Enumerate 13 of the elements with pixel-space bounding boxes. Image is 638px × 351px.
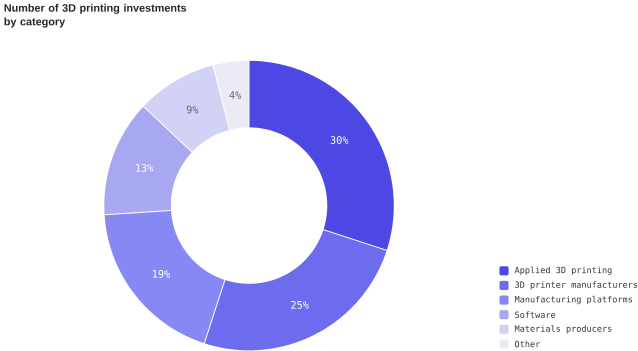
legend-label: Manufacturing platforms <box>514 296 632 304</box>
data-label: 13% <box>136 164 154 172</box>
legend-label: Applied 3D printing <box>514 266 612 275</box>
data-label: 9% <box>186 106 198 114</box>
data-label: 4% <box>229 91 242 99</box>
legend-label: Materials producers <box>514 325 612 334</box>
data-label: 30% <box>330 136 348 144</box>
legend-label: Software <box>515 311 556 318</box>
legend-label: 3D printer manufacturers <box>515 281 638 290</box>
legend-label: Other <box>515 340 540 348</box>
data-label: 19% <box>152 270 170 278</box>
chart-title: Number of 3D printing investments by category <box>4 4 186 28</box>
data-label: 25% <box>291 300 309 309</box>
